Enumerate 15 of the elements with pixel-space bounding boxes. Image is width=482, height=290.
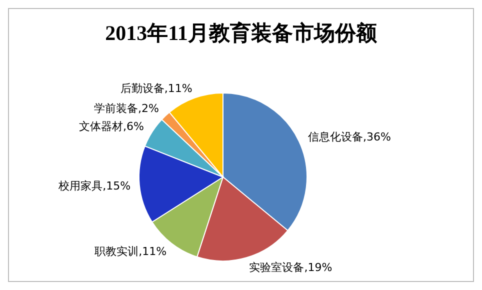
slice-label: 文体器材	[79, 120, 124, 134]
slice-label: 职教实训	[94, 244, 139, 258]
slice-label: 校用家具	[58, 179, 103, 192]
slice-label: 信息化设备	[308, 130, 364, 144]
data-label: ,11%	[138, 244, 167, 258]
data-label: ,11%	[164, 82, 192, 96]
data-label: ,6%	[123, 120, 144, 134]
data-label: ,2%	[138, 102, 160, 115]
data-label: ,36%	[363, 130, 392, 144]
slice-label: 学前装备	[94, 102, 138, 115]
slice-label: 后勤设备	[120, 82, 164, 96]
slice-label: 实验室设备	[249, 260, 304, 274]
chart-title: 2013年11月教育装备市场份额	[104, 20, 378, 47]
data-label: ,19%	[304, 260, 332, 274]
data-label: ,15%	[102, 179, 131, 192]
